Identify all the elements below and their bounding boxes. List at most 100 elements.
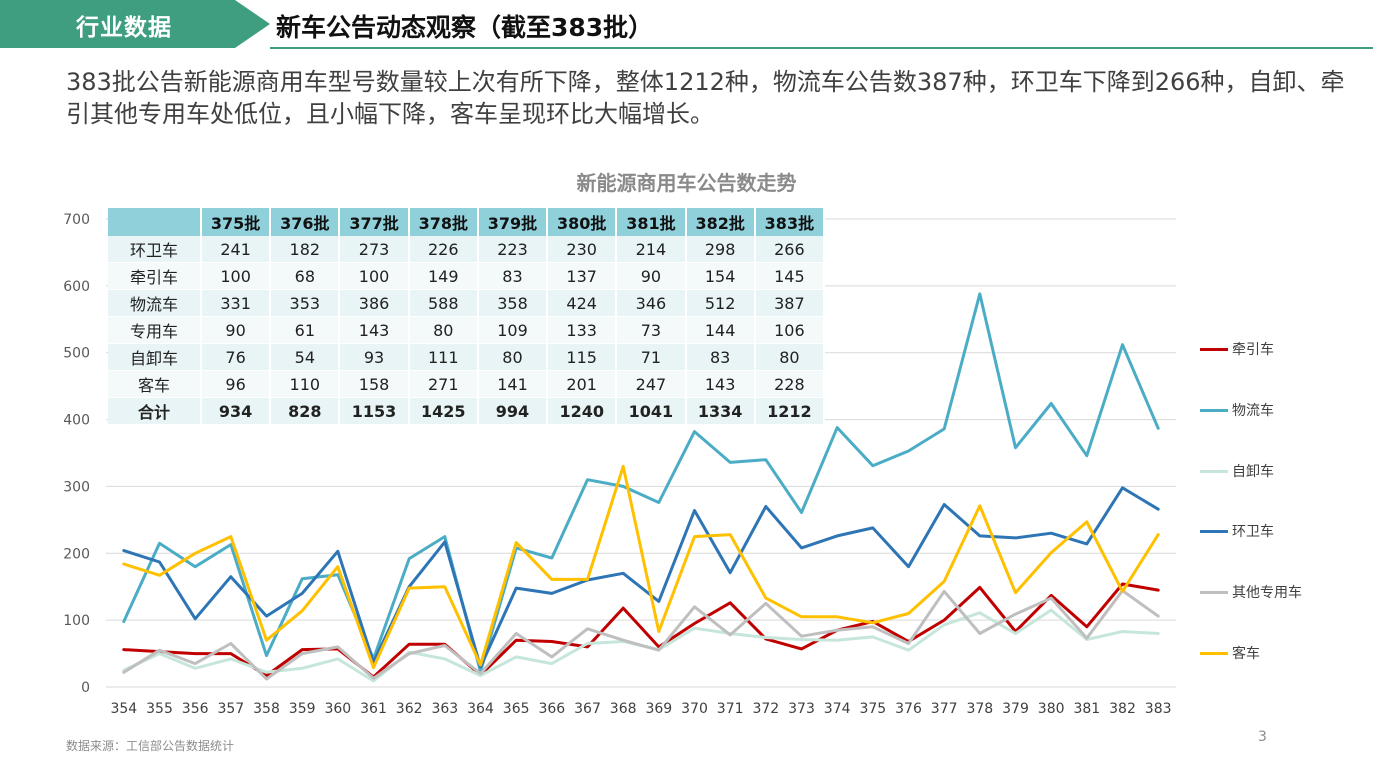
y-tick-label: 100 [63, 613, 90, 629]
table-cell: 76 [201, 343, 272, 371]
x-tick-label: 379 [1002, 701, 1029, 717]
series-line-4 [122, 486, 1160, 669]
table-cell: 228 [754, 370, 826, 398]
table-cell: 934 [201, 397, 272, 425]
x-tick-label: 381 [1073, 701, 1100, 717]
table-cell: 828 [270, 397, 341, 425]
table-cell: 100 [339, 262, 410, 290]
table-header-row: 375批 376批 377批 378批 379批 380批 381批 382批 383批 [108, 208, 826, 236]
table-cell: 133 [547, 316, 618, 344]
table-cell: 386 [339, 289, 410, 317]
x-tick-label: 368 [610, 701, 637, 717]
table-row-header: 专用车 [108, 316, 202, 344]
table-cell: 358 [477, 289, 549, 317]
table-cell: 80 [754, 343, 826, 371]
series-line-5 [122, 589, 1160, 681]
legend-label: 牵引车 [1232, 342, 1274, 358]
table-cell: 137 [547, 262, 618, 290]
table-cell: 90 [616, 262, 687, 290]
chart-title: 新能源商用车公告数走势 [576, 171, 797, 195]
x-tick-label: 373 [788, 701, 815, 717]
table-cell: 1334 [685, 397, 756, 425]
table-header-cell: 383批 [754, 208, 826, 236]
x-tick-label: 377 [931, 701, 958, 717]
y-tick-label: 0 [81, 680, 90, 696]
table-cell: 54 [270, 343, 341, 371]
x-tick-label: 361 [360, 701, 387, 717]
table-row: 环卫车 241 182 273 226 223 230 214 298 266 [108, 236, 826, 263]
table-cell: 387 [754, 289, 826, 317]
legend-item: 其他专用车 [1200, 582, 1370, 602]
table-cell: 588 [408, 289, 479, 317]
legend-swatch [1200, 652, 1228, 655]
legend-item: 自卸车 [1200, 461, 1370, 481]
series-line-2 [122, 292, 1160, 674]
table-cell: 106 [754, 316, 826, 344]
table-cell: 73 [616, 316, 687, 344]
table-cell: 144 [685, 316, 756, 344]
y-tick-label: 300 [63, 479, 90, 495]
x-tick-label: 372 [752, 701, 779, 717]
table-cell: 424 [547, 289, 618, 317]
table-row-header: 物流车 [108, 289, 202, 317]
table-cell: 182 [270, 236, 341, 263]
table-cell: 241 [201, 236, 272, 263]
table-cell: 143 [685, 370, 756, 398]
page-number: 3 [1258, 729, 1267, 745]
section-tag-label: 行业数据 [76, 15, 172, 41]
table-cell: 68 [270, 262, 341, 290]
table-cell: 223 [477, 236, 549, 263]
table-cell: 1240 [547, 397, 618, 425]
table-cell: 93 [339, 343, 410, 371]
table-row-header: 环卫车 [108, 236, 202, 263]
x-tick-label: 371 [717, 701, 744, 717]
y-tick-label: 200 [63, 546, 90, 562]
table-cell: 266 [754, 236, 826, 263]
table-cell: 230 [547, 236, 618, 263]
legend-swatch [1200, 530, 1228, 533]
table-cell: 149 [408, 262, 479, 290]
legend-item: 牵引车 [1200, 339, 1370, 359]
table-cell: 71 [616, 343, 687, 371]
table-row: 物流车 331 353 386 588 358 424 346 512 387 [108, 289, 826, 317]
x-tick-label: 382 [1109, 701, 1136, 717]
table-cell: 80 [408, 316, 479, 344]
table-row-header: 客车 [108, 370, 202, 398]
x-tick-label: 369 [645, 701, 672, 717]
x-tick-label: 364 [467, 701, 494, 717]
x-tick-label: 375 [859, 701, 886, 717]
x-tick-label: 383 [1145, 701, 1172, 717]
table-cell: 226 [408, 236, 479, 263]
legend-swatch [1200, 409, 1228, 412]
table-cell: 143 [339, 316, 410, 344]
table-cell: 994 [477, 397, 549, 425]
header-divider [270, 47, 1373, 49]
page-title: 新车公告动态观察（截至383批） [276, 13, 654, 42]
table-row: 专用车 90 61 143 80 109 133 73 144 106 [108, 316, 826, 344]
table-cell: 109 [477, 316, 549, 344]
y-tick-label: 600 [63, 279, 90, 295]
table-cell: 96 [201, 370, 272, 398]
table-header-cell: 382批 [685, 208, 756, 236]
x-tick-label: 354 [110, 701, 137, 717]
table-cell: 353 [270, 289, 341, 317]
legend-item: 环卫车 [1200, 521, 1370, 541]
legend-swatch [1200, 591, 1228, 594]
table-row-header: 合计 [108, 397, 202, 425]
table-cell: 154 [685, 262, 756, 290]
summary-text: 383批公告新能源商用车型号数量较上次有所下降，整体1212种，物流车公告数38… [66, 68, 1345, 128]
table-cell: 346 [616, 289, 687, 317]
table-cell: 201 [547, 370, 618, 398]
table-header-cell: 378批 [408, 208, 479, 236]
x-tick-label: 355 [146, 701, 173, 717]
legend-label: 客车 [1232, 646, 1260, 662]
table-cell: 80 [477, 343, 549, 371]
table-row: 合计 934 828 1153 1425 994 1240 1041 1334 1212 [108, 397, 826, 425]
table-cell: 1212 [754, 397, 826, 425]
table-row: 客车 96 110 158 271 141 201 247 143 228 [108, 370, 826, 398]
data-source: 数据来源：工信部公告数据统计 [66, 739, 235, 753]
table-header-cell: 380批 [547, 208, 618, 236]
table-cell: 247 [616, 370, 687, 398]
x-tick-label: 362 [396, 701, 423, 717]
x-tick-label: 376 [895, 701, 922, 717]
